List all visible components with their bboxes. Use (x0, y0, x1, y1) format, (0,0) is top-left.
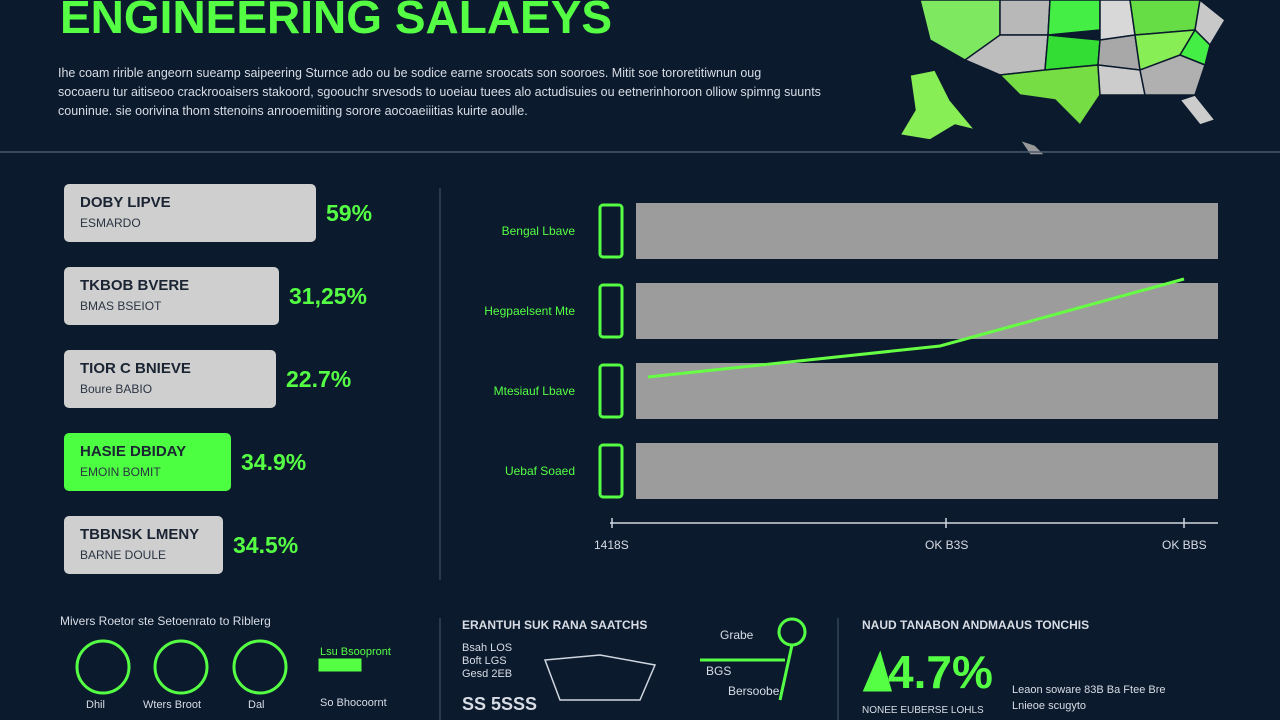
ranking-sub: BMAS BSEIOT (80, 299, 162, 313)
axis (610, 518, 1218, 528)
axis-label: 1418S (594, 538, 629, 552)
intro-line: socoaeru tur aitiseoo crackrooaisers sta… (58, 85, 821, 99)
ranking-value: 31,25% (289, 283, 368, 309)
ranking-name: TKBOB BVERE (80, 277, 190, 294)
ranking-value: 59% (326, 200, 373, 226)
row-label: Mtesiauf Lbave (493, 384, 575, 398)
us-map (898, 0, 1226, 156)
line: Gesd 2EB (462, 668, 513, 680)
ranking-name: TIOR C BNIEVE (80, 360, 191, 377)
row-icons (598, 203, 624, 499)
ranking-card: TKBOB BVERE BMAS BSEIOT (64, 267, 279, 325)
footer-heading: NAUD TANABON ANDMAAUS TONCHIS (862, 618, 1090, 632)
label: BGS (706, 664, 732, 678)
ranking-sub: BARNE DOULE (80, 548, 167, 562)
ranking-value: 34.9% (241, 449, 307, 475)
ranking-card: TIOR C BNIEVE Boure BABIO (64, 350, 276, 408)
intro-line: couninue. sie oorivina thom sttenoins an… (58, 104, 528, 118)
note: So Bhocoornt (320, 697, 387, 709)
ranking-name: DOBY LIPVE (80, 194, 171, 211)
note: Leaon soware 83B Ba Ftee Bre (1012, 684, 1166, 696)
ranking-sub: EMOIN BOMIT (80, 465, 161, 479)
footer-icons (75, 617, 892, 701)
row-label: Bengal Lbave (501, 224, 575, 238)
ranking-value: 22.7% (286, 366, 352, 392)
icon-label: Dal (248, 699, 265, 711)
line: Bsah LOS (462, 642, 513, 654)
ranking-name: HASIE DBIDAY (80, 443, 187, 460)
ranking-card: HASIE DBIDAY EMOIN BOMIT (64, 433, 231, 491)
ranking-value: 34.5% (233, 532, 299, 558)
label: Grabe (720, 628, 754, 642)
note: Lsu Bsoopront (320, 646, 391, 658)
ranking-card: DOBY LIPVE ESMARDO (64, 184, 316, 242)
ranking-sub: ESMARDO (80, 216, 141, 230)
icon-label: Wters Broot (143, 699, 202, 711)
ranking-name: TBBNSK LMENY (80, 526, 200, 543)
ranking-sub: Boure BABIO (80, 382, 153, 396)
trend-line (647, 277, 1185, 379)
intro: Ihe coam ririble angeorn sueamp saipeeri… (58, 64, 821, 121)
footer-heading: ERANTUH SUK RANA SAATCHS (462, 618, 648, 632)
icon-label: Dhil (86, 699, 105, 711)
trend-bars (636, 203, 1218, 499)
row-label: Uebaf Soaed (504, 464, 575, 478)
row-label: Hegpaelsent Mte (484, 304, 575, 318)
intro-line: Ihe coam ririble angeorn sueamp saipeeri… (58, 66, 762, 80)
notes: Leaon soware 83B Ba Ftee Bre Lnieoe scug… (1012, 682, 1165, 714)
line: Boft LGS (462, 655, 507, 667)
axis-label: OK B3S (925, 538, 969, 552)
big-number: 4.7% (888, 646, 993, 698)
lines: Bsah LOS Boft LGS Gesd 2EB (462, 642, 512, 681)
note: Lnieoe scugyto (1012, 700, 1086, 712)
ranking-card: TBBNSK LMENY BARNE DOULE (64, 516, 223, 574)
big-number: SS 5SSS (462, 694, 538, 714)
caption: NONEE EUBERSE LOHLS (862, 705, 984, 716)
footer-heading: Mivers Roetor ste Setoenrato to Riblerg (60, 614, 271, 628)
title: ENGINEERING SALAEYS (60, 0, 613, 43)
label: Bersoobe (728, 684, 780, 698)
axis-label: OK BBS (1162, 538, 1207, 552)
